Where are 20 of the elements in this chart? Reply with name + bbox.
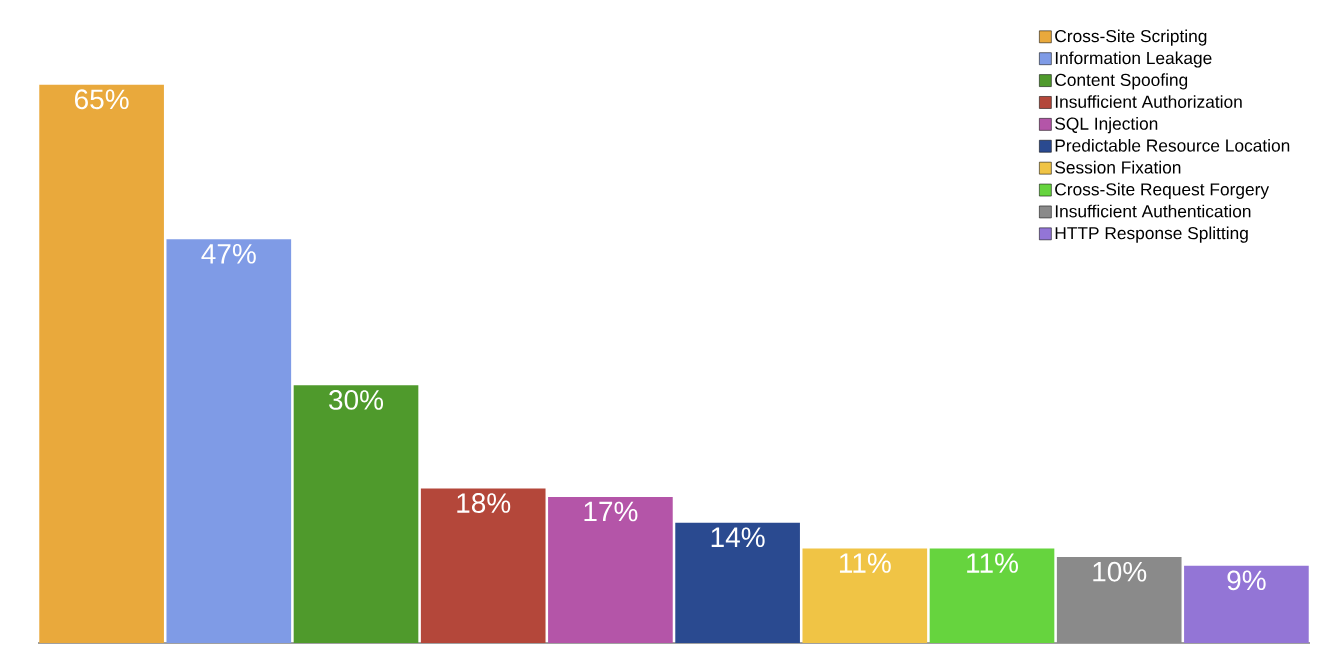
data-label: 30% (329, 390, 384, 410)
data-label: 14% (711, 527, 765, 548)
legend-label: Information Leakage (1055, 51, 1212, 68)
data-label: 17% (584, 501, 638, 522)
data-label: 10% (1093, 561, 1147, 582)
legend-label: Insufficient Authentication (1055, 204, 1251, 218)
data-label: 65% (75, 89, 129, 110)
legend-label: Predictable Resource Location (1055, 138, 1290, 152)
data-label: 11% (967, 553, 1018, 573)
legend-label: Cross-Site Request Forgery (1055, 182, 1270, 199)
data-label: 11% (839, 553, 891, 573)
data-label: 18% (457, 493, 511, 513)
legend-label: Content Spoofing (1055, 73, 1188, 90)
legend-label: SQL Injection (1055, 117, 1158, 134)
legend-label: HTTP Response Splitting (1055, 226, 1248, 243)
legend-label: Session Fixation (1055, 160, 1181, 174)
legend-label: Cross-Site Scripting (1055, 29, 1207, 46)
legend-label: Insufficient Authorization (1055, 95, 1242, 108)
data-label: 9% (1227, 570, 1266, 591)
data-label: 47% (201, 243, 256, 264)
